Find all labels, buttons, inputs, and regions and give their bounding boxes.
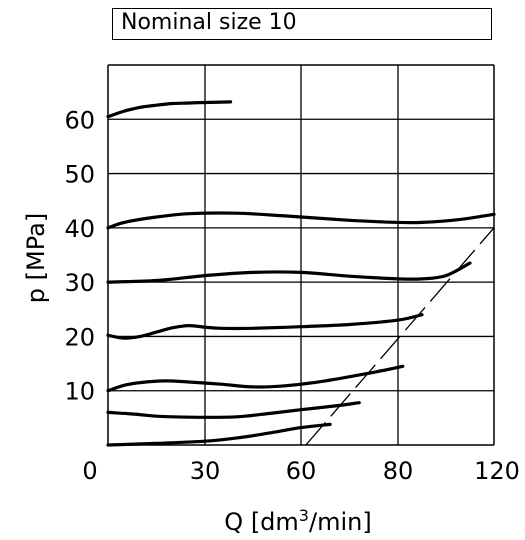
series-layer	[106, 100, 496, 447]
y-tick-label: 50	[64, 161, 95, 189]
chart-title: Nominal size 10	[112, 8, 492, 40]
x-tick-label: 30	[190, 457, 221, 485]
series-line-6	[106, 401, 361, 419]
y-axis-label: p [MPa]	[22, 213, 50, 303]
series-line-3	[106, 261, 472, 284]
series-line-7	[106, 422, 332, 447]
x-axis-label-superscript: 3	[299, 506, 309, 525]
y-tick-label: 60	[64, 106, 95, 134]
tick-labels: 0 30 60 80 120 10 20 30 40 50 60	[64, 106, 519, 485]
series-line-1	[106, 100, 233, 119]
x-axis-label-unit: /min]	[309, 508, 372, 536]
x-tick-label: 0	[82, 457, 97, 485]
y-tick-label: 30	[64, 269, 95, 297]
x-axis-label: Q [dm3/min]	[224, 506, 371, 536]
series-line-4	[106, 313, 424, 340]
limit-line-dashed	[305, 227, 495, 446]
y-tick-label: 10	[64, 378, 95, 406]
x-tick-label: 60	[286, 457, 317, 485]
y-tick-label: 20	[64, 323, 95, 351]
x-tick-label: 120	[474, 457, 520, 485]
x-tick-label: 80	[383, 457, 414, 485]
grid	[107, 64, 495, 446]
x-axis-label-text: Q [dm	[224, 508, 299, 536]
y-tick-label: 40	[64, 215, 95, 243]
series-line-5	[106, 364, 405, 393]
series-line-2	[106, 211, 496, 230]
